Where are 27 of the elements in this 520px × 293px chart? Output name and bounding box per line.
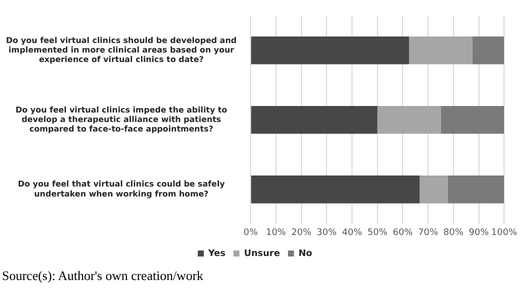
x-tick-label: 0%: [243, 228, 258, 238]
x-tick-label: 60%: [392, 228, 414, 238]
bar: [472, 36, 504, 64]
x-tick-label: 90%: [468, 228, 490, 238]
x-tick-label: 100%: [491, 228, 518, 238]
bar: [440, 106, 504, 134]
x-tick-label: 70%: [418, 228, 439, 238]
x-tick-label: 80%: [443, 228, 464, 238]
x-tick-label: 20%: [291, 228, 312, 238]
bar: [448, 176, 504, 204]
bar: [377, 106, 441, 134]
y-tick-label: Do you feel virtual clinics impede the ability to develop a therapeutic alliance with patients compared to face-to-face appointments?: [15, 105, 228, 134]
bar: [420, 176, 448, 204]
x-tick-label: 10%: [266, 228, 286, 238]
legend-label: Unsure: [244, 248, 280, 259]
bar: [251, 176, 420, 204]
y-tick-label: Do you feel virtual clinics should be developed and implemented in more clinical areas based on your experience of virtual clinics to date?: [6, 36, 237, 64]
y-tick-label: Do you feel that virtual clinics could be safely undertaken when working from home?: [18, 180, 226, 198]
x-tick-label: 40%: [342, 228, 362, 238]
legend-label: No: [298, 248, 312, 259]
bar: [251, 106, 378, 134]
bar: [409, 36, 472, 64]
x-tick-label: 50%: [367, 228, 388, 238]
legend-label: Yes: [207, 248, 226, 259]
source-note: Source(s): Author's own creation/work: [2, 268, 204, 284]
bar: [251, 36, 410, 64]
x-tick-label: 30%: [316, 228, 338, 238]
